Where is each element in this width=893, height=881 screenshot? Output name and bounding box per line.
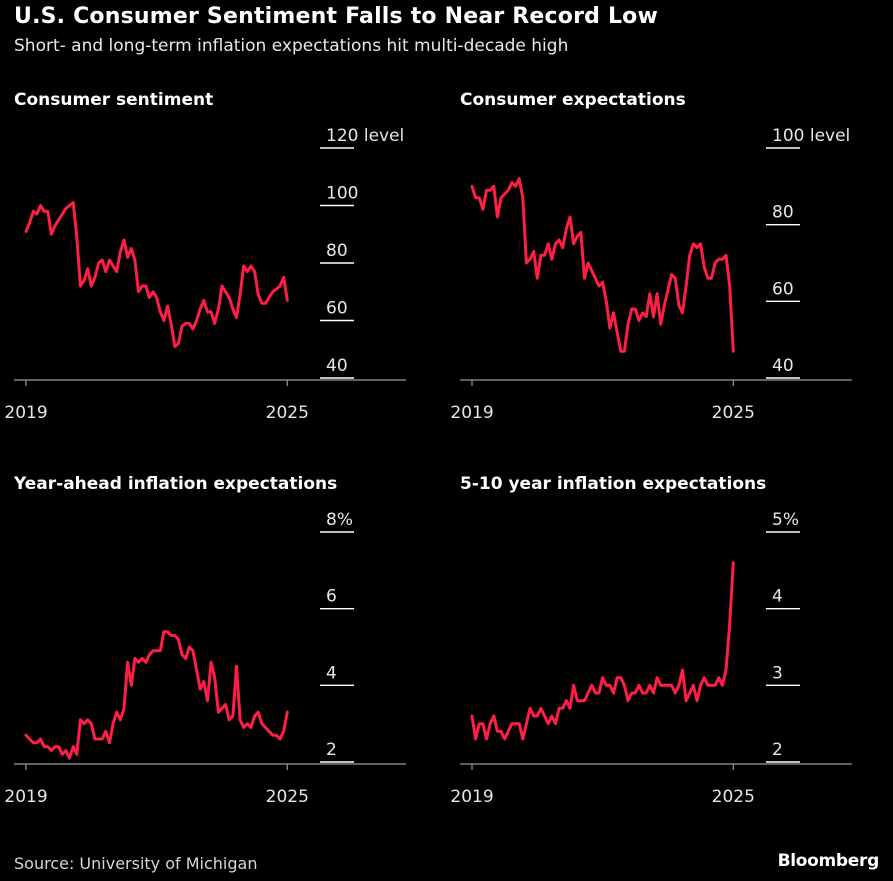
x-tick-label: 2025 [712,403,755,423]
chart-title: Consumer expectations [460,90,686,110]
x-tick-label: 2019 [4,787,47,807]
x-tick-label: 2019 [450,787,493,807]
y-tick-label: 3 [772,663,783,683]
y-tick-label: 8% [326,510,353,530]
x-tick-label: 2025 [266,403,309,423]
y-tick-label: 4 [326,663,337,683]
bloomberg-logo: Bloomberg [777,851,880,871]
series-line [470,561,735,741]
chart-panel-consumer-sentiment: Consumer sentiment 40 60 80 100 120 level 201… [4,90,434,430]
page-title: U.S. Consumer Sentiment Falls to Near Re… [14,4,659,29]
y-tick-label: 5% [772,510,799,530]
y-tick-label: 80 [326,241,348,261]
chart-title: Consumer sentiment [14,90,214,110]
y-tick-label: 2 [772,740,783,760]
chart-panel-year-ahead-inflation: Year-ahead inflation expectations 2 4 6 8% 2… [4,474,434,814]
x-tick-label: 2025 [266,787,309,807]
y-tick-label: 120 level [326,126,404,146]
y-tick-label: 2 [326,740,337,760]
y-tick-label: 60 [772,279,794,299]
y-tick-label: 100 [326,184,358,204]
series-line [470,177,735,353]
series-line [24,630,289,760]
y-tick-label: 60 [326,299,348,319]
y-tick-label: 40 [772,356,794,376]
chart-panel-5-10-year-inflation: 5-10 year inflation expectations 2 3 4 5% 20… [450,474,880,814]
y-tick-label: 4 [772,587,783,607]
y-tick-label: 80 [772,203,794,223]
x-tick-label: 2025 [712,787,755,807]
chart-svg: 2 3 4 5% 2019 2025 [450,510,852,807]
chart-svg: 40 60 80 100 level 2019 2025 [450,126,852,423]
page-subtitle: Short- and long-term inflation expectati… [14,36,569,56]
chart-panel-consumer-expectations: Consumer expectations 40 60 80 100 level 201… [450,90,880,430]
chart-title: 5-10 year inflation expectations [460,474,767,494]
y-tick-label: 100 level [772,126,850,146]
chart-svg: 2 4 6 8% 2019 2025 [4,510,406,807]
y-tick-label: 40 [326,356,348,376]
x-tick-label: 2019 [4,403,47,423]
y-tick-label: 6 [326,587,337,607]
chart-svg: 40 60 80 100 120 level 2019 2025 [4,126,406,423]
source-note: Source: University of Michigan [14,854,258,873]
series-line [24,201,289,348]
x-tick-label: 2019 [450,403,493,423]
chart-title: Year-ahead inflation expectations [14,474,338,494]
